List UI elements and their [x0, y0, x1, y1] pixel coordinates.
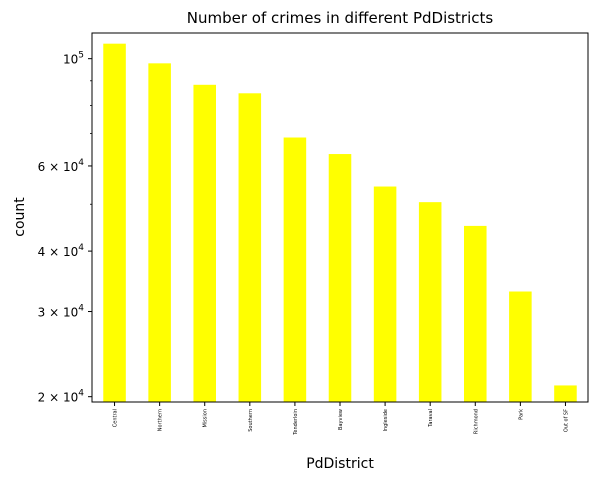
x-tick-label: Northern [158, 409, 164, 431]
bar-ingleside [373, 186, 397, 402]
x-tick-label: Bayview [338, 409, 344, 430]
y-tick-label: 4 × 104 [38, 243, 85, 259]
bar-out-of-sf [554, 385, 577, 402]
y-axis-label: count [12, 197, 28, 237]
x-tick-label: Ingleside [383, 409, 389, 432]
y-tick-label: 105 [63, 51, 84, 67]
x-tick-label: Taraval [428, 409, 434, 428]
bar-central [103, 43, 126, 402]
y-tick-label: 6 × 104 [38, 158, 85, 174]
bar-northern [148, 63, 171, 402]
bar-park [509, 291, 532, 402]
x-tick-label: Park [518, 409, 524, 420]
chart-title: Number of crimes in different PdDistrict… [187, 9, 494, 27]
y-tick-label: 3 × 104 [38, 304, 85, 320]
bar-mission [193, 84, 216, 402]
x-tick-label: Southern [248, 409, 254, 432]
x-tick-label: Mission [203, 409, 209, 428]
bar-southern [238, 93, 262, 402]
plot-frame [91, 32, 589, 403]
bar-richmond [464, 225, 487, 402]
x-tick-label: Richmond [473, 409, 479, 434]
y-axis-ticks: 105 6 × 104 4 × 104 3 × 104 2 × 104 [38, 51, 92, 405]
bar-taraval [418, 202, 442, 402]
x-tick-label: Central [113, 409, 119, 427]
x-axis-ticks: Central Northern Mission Southern Tenderloin… [113, 402, 569, 436]
bar-tenderloin [283, 137, 307, 402]
y-tick-label: 2 × 104 [38, 389, 85, 405]
bars-group [103, 43, 577, 402]
x-tick-label: Out of SF [563, 409, 569, 432]
bar-bayview [328, 154, 352, 402]
x-tick-label: Tenderloin [293, 409, 299, 436]
x-axis-label: PdDistrict [306, 456, 374, 472]
